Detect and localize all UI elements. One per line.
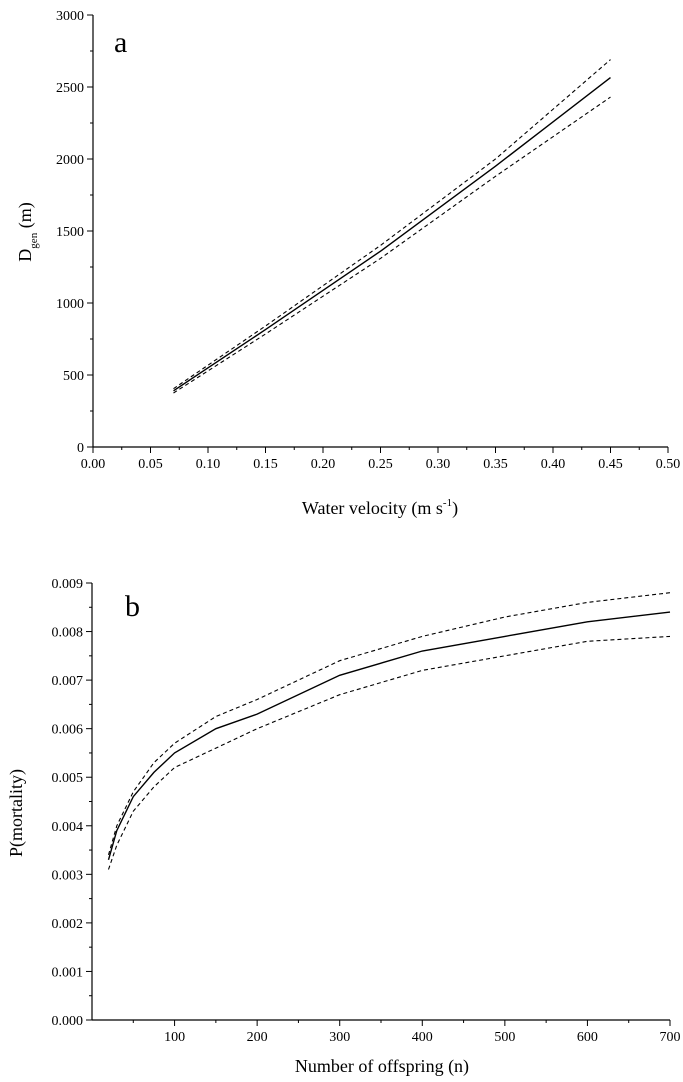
panel-a-y-tick-label: 3000	[56, 9, 84, 24]
panel-a-series-mean-line	[173, 77, 611, 392]
panel-a-x-tick-label: 0.30	[426, 457, 451, 472]
panel-a-y-tick-label: 1000	[56, 297, 84, 312]
panel-b-x-tick-label: 700	[660, 1030, 681, 1045]
panel-a-x-axis-title-sup: -1	[443, 497, 452, 509]
panel-a-x-axis-title-main: Water velocity (m s	[302, 498, 443, 519]
panel-b-y-tick-label: 0.009	[52, 577, 84, 592]
panel-a-x-tick-label: 0.45	[598, 457, 623, 472]
panel-a-y-tick-label: 2500	[56, 81, 84, 96]
panel-a-x-tick-label: 0.20	[311, 457, 336, 472]
panel-a-y-tick-label: 500	[63, 369, 84, 384]
panel-b-x-tick-label: 400	[412, 1030, 433, 1045]
panel-a-series-upper-bound-line	[173, 59, 611, 390]
panel-b-y-tick-label: 0.008	[52, 626, 84, 641]
panel-b-x-tick-label: 100	[164, 1030, 185, 1045]
panel-b-y-tick-label: 0.001	[52, 965, 84, 980]
panel-a-y-axis-title-main: D	[15, 249, 35, 262]
panel-b-y-axis-title: P(mortality)	[6, 769, 27, 857]
panel-b-x-tick-label: 600	[577, 1030, 598, 1045]
panel-a-x-tick-label: 0.25	[368, 457, 393, 472]
panel-b-x-tick-label: 300	[329, 1030, 350, 1045]
panel-a-x-tick-label: 0.50	[656, 457, 681, 472]
panel-a-x-tick-label: 0.05	[138, 457, 163, 472]
panel-b-y-tick-label: 0.004	[52, 820, 84, 835]
panel-a-y-axis-title: Dgen (m)	[15, 202, 40, 261]
panel-b-y-tick-label: 0.005	[52, 771, 84, 786]
panel-b-y-tick-label: 0.007	[52, 674, 84, 689]
panel-a-x-axis-title: Water velocity (m s-1)	[302, 497, 458, 519]
panel-a-label: a	[114, 26, 127, 59]
panel-a-x-tick-label: 0.40	[541, 457, 566, 472]
panel-b-series-lower-bound-line	[107, 635, 671, 870]
panel-b-x-tick-label: 500	[494, 1030, 515, 1045]
panel-b-series-upper-bound-line	[107, 592, 671, 856]
panel-b: b Number of offspring (n) P(mortality) 1…	[6, 577, 681, 1077]
panel-a-x-tick-label: 0.15	[253, 457, 278, 472]
panel-b-y-tick-label: 0.002	[52, 917, 84, 932]
panel-a-y-tick-label: 0	[77, 441, 84, 456]
panel-a-y-axis-title-tail: (m)	[15, 202, 36, 233]
panel-a-x-tick-label: 0.10	[196, 457, 221, 472]
panel-b-y-tick-label: 0.006	[52, 723, 84, 738]
panel-a-y-axis-title-sub: gen	[28, 232, 40, 248]
panel-b-y-tick-label: 0.000	[52, 1014, 84, 1029]
panel-b-label: b	[125, 590, 140, 623]
panel-a-y-tick-label: 1500	[56, 225, 84, 240]
panel-b-x-tick-label: 200	[247, 1030, 268, 1045]
panel-b-y-tick-label: 0.003	[52, 868, 84, 883]
panel-a-y-tick-label: 2000	[56, 153, 84, 168]
panel-b-x-axis-title: Number of offspring (n)	[295, 1056, 469, 1077]
panel-a-series-lower-bound-line	[173, 96, 611, 394]
panel-a-x-tick-label: 0.00	[81, 457, 106, 472]
panel-b-series-mean-line	[107, 611, 671, 860]
panel-a-x-tick-label: 0.35	[483, 457, 508, 472]
panel-a: a Water velocity (m s-1) Dgen (m) 0.00 0.…	[15, 9, 680, 519]
panel-a-x-axis-title-tail: )	[452, 498, 458, 519]
